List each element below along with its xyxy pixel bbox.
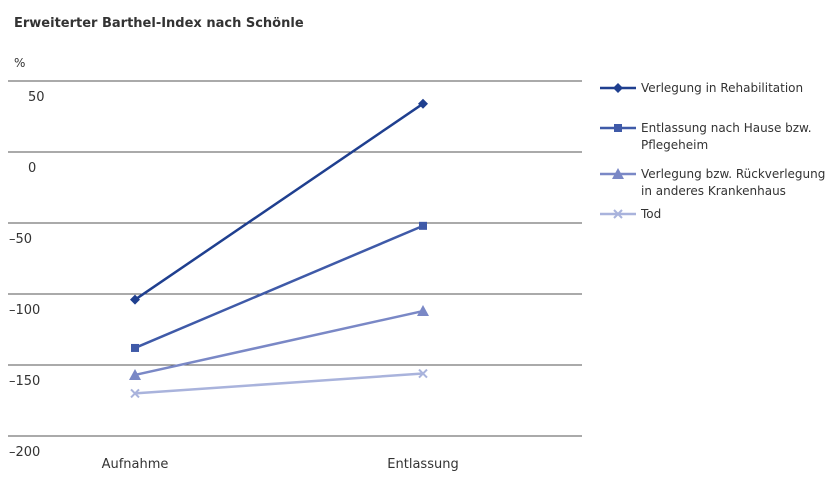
grid bbox=[8, 80, 582, 437]
data-point bbox=[417, 305, 429, 317]
y-tick-label: –100 bbox=[9, 303, 40, 318]
legend-item: Verlegung bzw. Rückverlegung in anderes K… bbox=[600, 167, 825, 198]
legend-label: Tod bbox=[640, 207, 661, 221]
series-line bbox=[134, 102, 424, 301]
y-tick-label: 50 bbox=[28, 90, 45, 105]
series-line bbox=[134, 224, 424, 350]
data-point bbox=[131, 343, 139, 352]
legend-label: Pflegeheim bbox=[641, 138, 708, 152]
series-group bbox=[129, 98, 429, 399]
y-tick-label: 0 bbox=[28, 161, 36, 176]
y-tick-label: –50 bbox=[9, 232, 32, 247]
data-point bbox=[130, 388, 140, 399]
legend-marker bbox=[612, 168, 624, 179]
legend-label: Verlegung bzw. Rückverlegung bbox=[641, 167, 825, 181]
legend-item: Tod bbox=[600, 207, 661, 221]
y-tick-label: –150 bbox=[9, 374, 40, 389]
data-point bbox=[418, 368, 428, 379]
chart-title: Erweiterter Barthel-Index nach Schönle bbox=[14, 16, 304, 31]
data-point bbox=[130, 294, 140, 305]
y-tick-label: –200 bbox=[9, 445, 40, 460]
series-line bbox=[134, 309, 424, 377]
x-category-label: Aufnahme bbox=[102, 457, 169, 472]
series-1 bbox=[131, 221, 427, 352]
data-point bbox=[129, 368, 141, 380]
data-point bbox=[419, 221, 427, 230]
legend-item: Entlassung nach Hause bzw. Pflegeheim bbox=[600, 121, 812, 152]
series-0 bbox=[130, 98, 428, 305]
legend-item: Verlegung in Rehabilitation bbox=[600, 81, 803, 95]
legend: Verlegung in Rehabilitation Entlassung na… bbox=[600, 81, 825, 221]
series-3 bbox=[130, 368, 428, 399]
legend-marker bbox=[613, 83, 623, 93]
x-category-labels: Aufnahme Entlassung bbox=[102, 457, 459, 472]
series-line bbox=[134, 372, 424, 395]
legend-label: Verlegung in Rehabilitation bbox=[641, 81, 803, 95]
series-2 bbox=[129, 305, 429, 380]
legend-marker bbox=[614, 124, 622, 132]
legend-label: Entlassung nach Hause bzw. bbox=[641, 121, 812, 135]
y-axis-unit: % bbox=[14, 56, 25, 70]
data-point bbox=[418, 98, 428, 109]
x-category-label: Entlassung bbox=[387, 457, 458, 472]
legend-marker bbox=[613, 209, 623, 219]
y-tick-labels: 50 0 –50 –100 –150 –200 bbox=[9, 90, 45, 460]
legend-label: in anderes Krankenhaus bbox=[641, 184, 786, 198]
